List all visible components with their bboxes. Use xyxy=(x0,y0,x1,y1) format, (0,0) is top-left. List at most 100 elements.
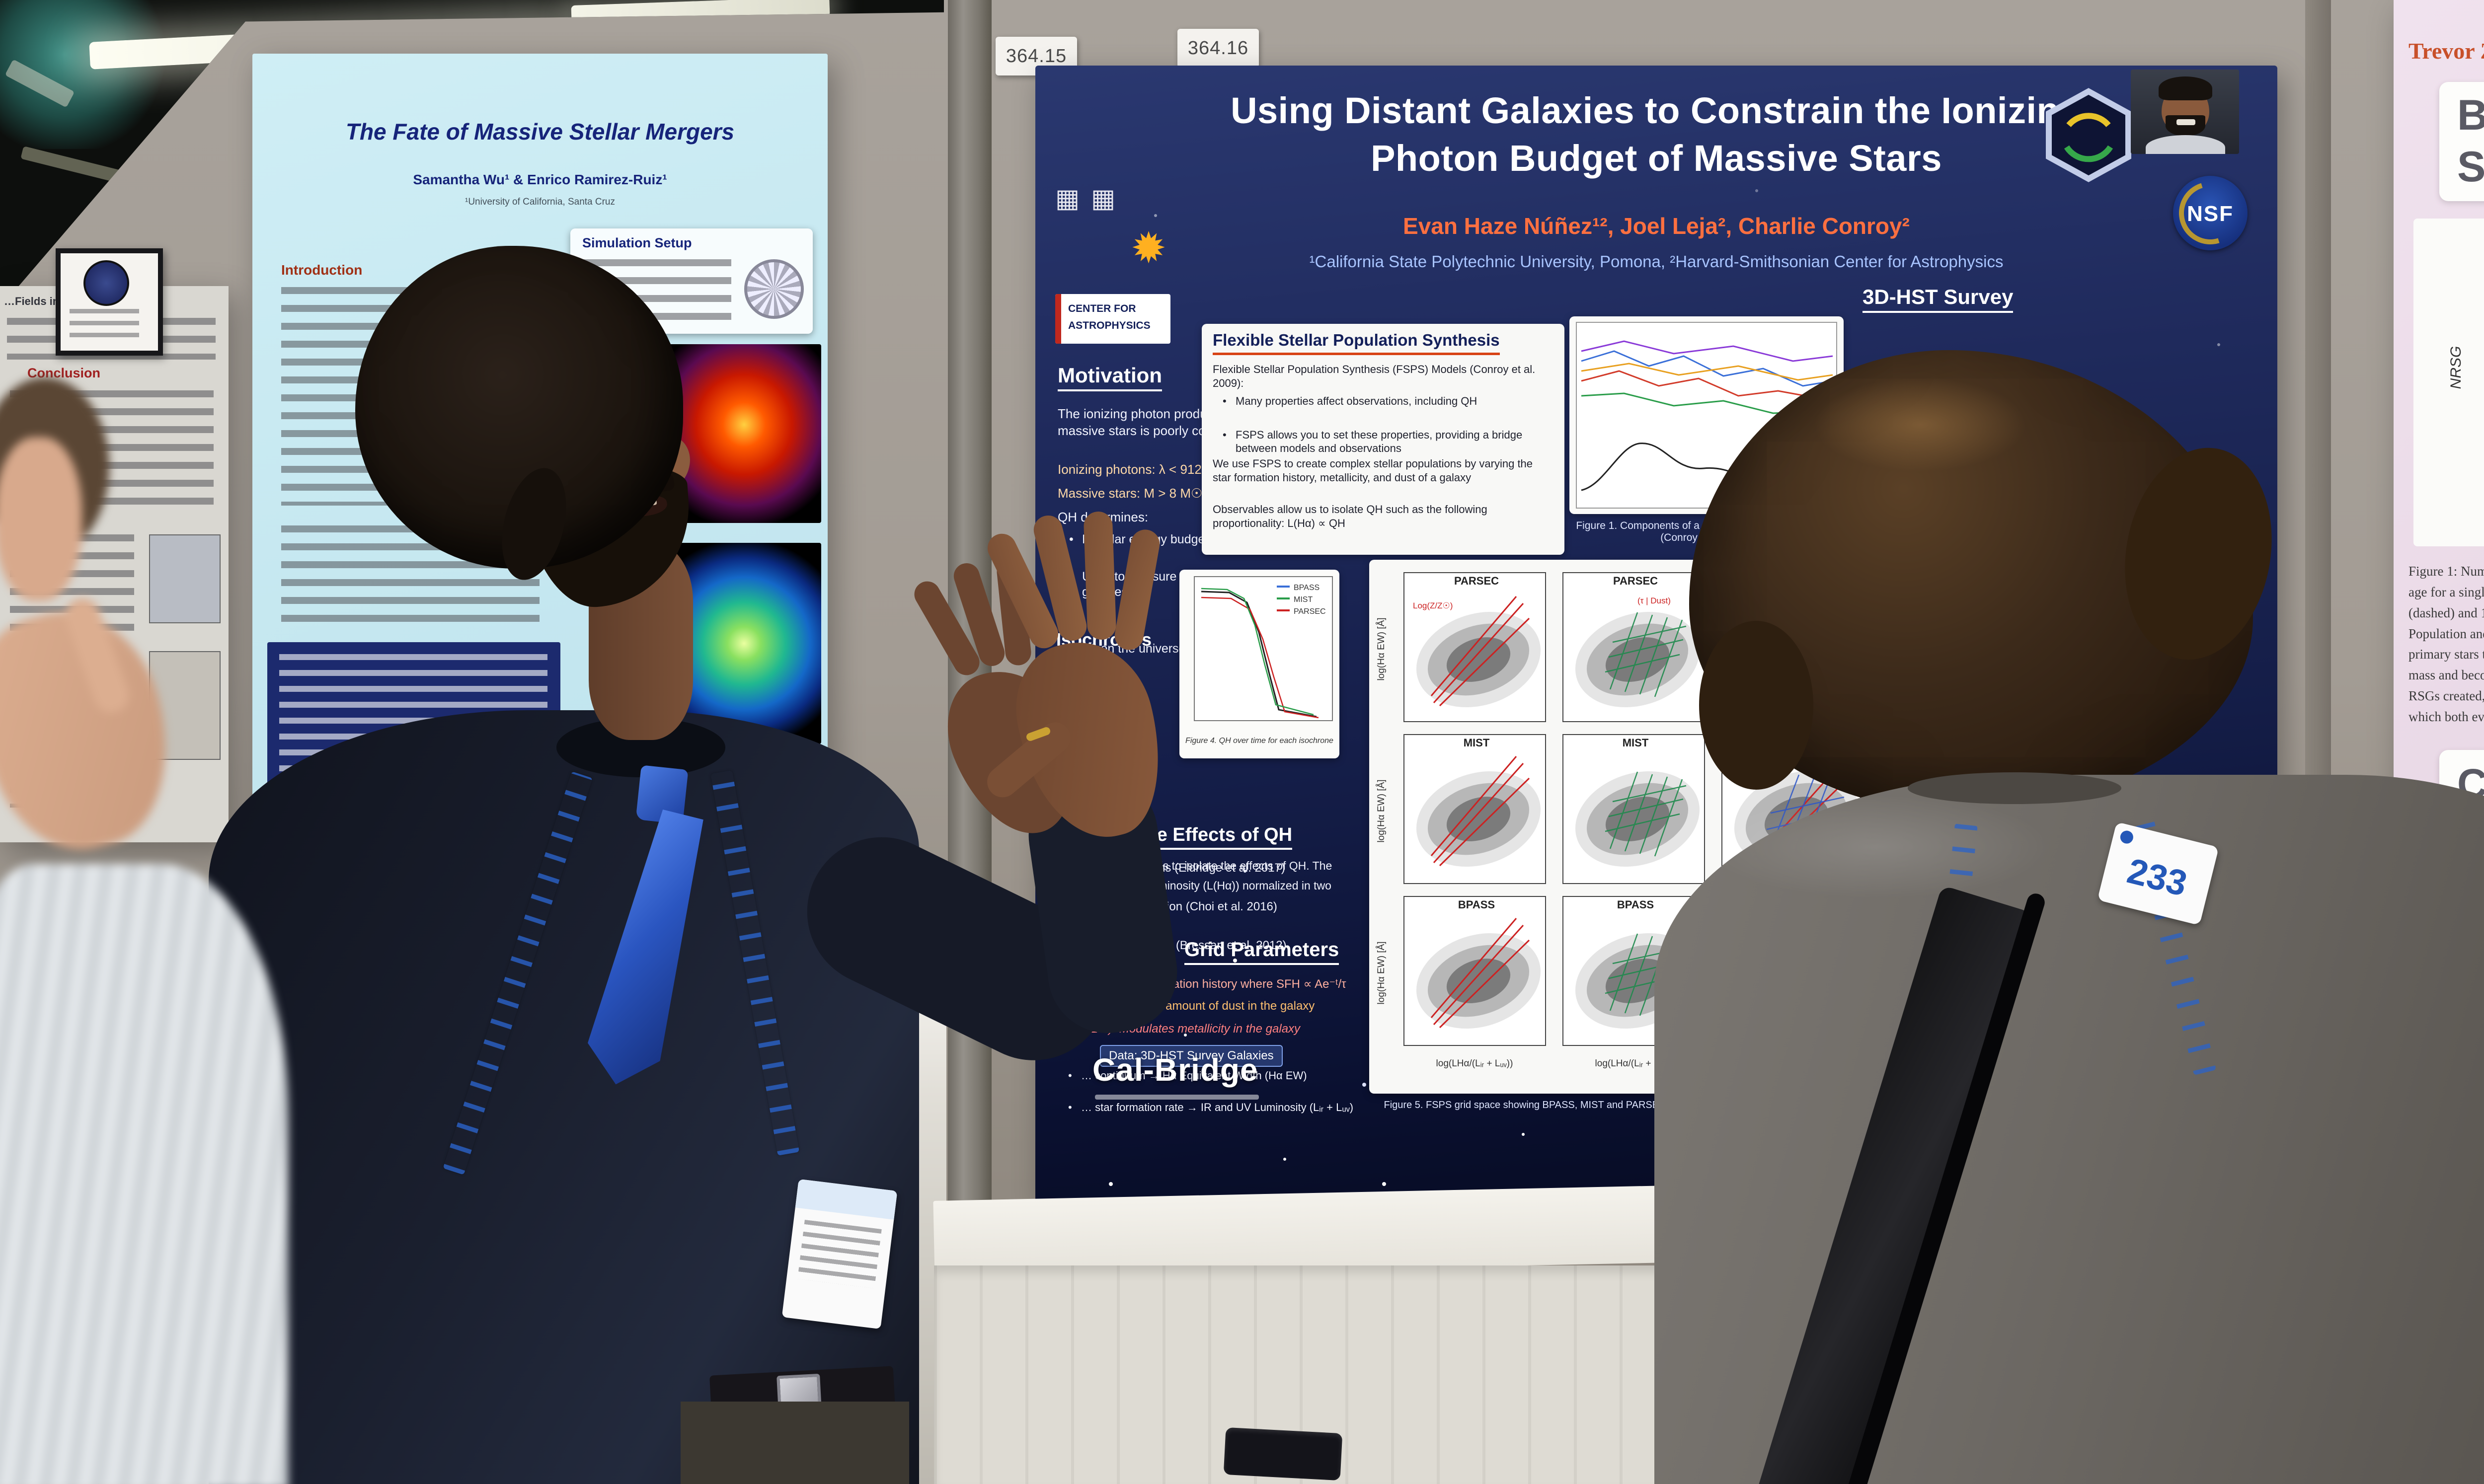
figure4-legend-bpass: BPASS xyxy=(1294,584,1320,592)
grid-x-axis-label: log(LHα/(Lᵢᵣ + Lᵤᵥ)) xyxy=(1436,1058,1513,1069)
right-poster-author: Trevor Z. D… xyxy=(2408,38,2484,64)
effects-bullet: … star formation rate → IR and UV Lumino… xyxy=(1064,1101,1364,1114)
cfa-logo-bar xyxy=(1055,294,1061,344)
poster-affiliation: ¹University of California, Santa Cruz xyxy=(465,197,615,207)
grid-params-heading-text: Grid Parameters xyxy=(1184,939,1339,965)
right-poster-chart: RSG WR 200 150 100 NRSG Z = 0.0 6.0 6.2 xyxy=(2413,219,2484,546)
fsps-heading: Flexible Stellar Population Synthesis xyxy=(1213,331,1500,355)
viewer-hair-highlight xyxy=(1813,377,2027,472)
caption-line: primary stars that would … xyxy=(2408,647,2484,662)
fsps-para1: Flexible Stellar Population Synthesis (F… xyxy=(1213,363,1536,389)
motivation-heading: Motivation xyxy=(1058,364,1162,391)
nsf-text: NSF xyxy=(2187,202,2234,226)
grid-row-label: BPASS xyxy=(1458,898,1495,911)
right-poster-panel1: Binary Stellar xyxy=(2439,82,2484,201)
presenter-pants xyxy=(681,1402,909,1484)
panel1-word1: Binary xyxy=(2457,91,2484,139)
grid-params-heading: Grid Parameters xyxy=(1184,939,1339,965)
fsps-panel: Flexible Stellar Population Synthesis Fl… xyxy=(1202,324,1564,555)
grid-row-label: PARSEC xyxy=(1613,575,1658,587)
figure-thumbnail xyxy=(149,534,221,623)
viewer-hair-bump xyxy=(1699,621,1813,790)
grid-row-label: BPASS xyxy=(1617,898,1654,911)
poster-title-line2: Photon Budget of Massive Stars xyxy=(1371,138,1942,179)
effects-bullet: … continuum → Hα Equivalent Width (Hα EW… xyxy=(1064,1069,1364,1082)
figure4-panel: BPASS MIST PARSEC Figure 4. QH over time… xyxy=(1179,570,1339,758)
caption-line: Population and Spectral … xyxy=(2408,626,2484,641)
poster-title: The Fate of Massive Stellar Mergers xyxy=(345,119,735,145)
grid-y-axis-label: log(Hα EW) [Å] xyxy=(1376,779,1387,842)
grid-col-annotation: (τ | Dust) xyxy=(1637,596,1671,605)
motivation-line3: Massive stars: M > 8 M☉ xyxy=(1058,486,1203,501)
fsps-bullet: Many properties affect observations, inc… xyxy=(1219,394,1563,408)
grid-y-axis-label: log(Hα EW) [Å] xyxy=(1376,617,1387,680)
caption-line: which both evolutionary … xyxy=(2408,709,2484,724)
poster-affiliations: ¹California State Polytechnic University… xyxy=(1309,252,2004,271)
cfa-logo: CENTER FOR ASTROPHYSICS xyxy=(1055,294,1170,344)
center-table xyxy=(933,1185,1710,1484)
grid-row-label: PARSEC xyxy=(1454,575,1499,587)
headshot-shirt xyxy=(2146,135,2225,154)
calbridge-logo: Cal-Bridge xyxy=(1092,1052,1258,1088)
figure4-legend-mist: MIST xyxy=(1294,595,1313,604)
fsps-para2: We use FSPS to create complex stellar po… xyxy=(1213,457,1533,484)
text-block xyxy=(70,309,139,338)
fsps-bullet: FSPS allows you to set these properties,… xyxy=(1219,428,1563,455)
board-label-right: 364.16 xyxy=(1177,29,1259,68)
grid-row-label: MIST xyxy=(1623,737,1649,749)
viewer-collar xyxy=(1908,772,2121,804)
y-axis-label: NRSG xyxy=(2448,346,2464,389)
rsg-wr-chart: RSG WR 200 150 100 NRSG Z = 0.0 6.0 6.2 xyxy=(2448,272,2484,446)
checkerboard-icon: ▦ xyxy=(1091,184,1116,213)
right-figure1-caption: Figure 1: Number of re… age for a single… xyxy=(2408,561,2484,728)
motivation-line2: Ionizing photons: λ < 912 Å xyxy=(1058,462,1214,477)
headshot-smile xyxy=(2176,119,2195,125)
wall-plaque xyxy=(56,248,163,356)
calbridge-subline xyxy=(1095,1095,1259,1100)
cfa-logo-text2: ASTROPHYSICS xyxy=(1068,320,1151,331)
grid-col-annotation: Log(Z/Z☉) xyxy=(1413,601,1453,610)
grid-y-axis-label: log(Hα EW) [Å] xyxy=(1376,941,1387,1004)
cfa-logo-text1: CENTER FOR xyxy=(1068,303,1136,314)
fsps-para3: Observables allow us to isolate QH such … xyxy=(1213,503,1487,529)
caption-line: age for a single burst of … xyxy=(2408,584,2484,599)
polar-diagram xyxy=(744,259,804,319)
panel1-word2: Stellar xyxy=(2457,143,2484,191)
viewer-body xyxy=(1654,775,2484,1484)
grid-params-data: Data: 3D-HST Survey Galaxies xyxy=(1100,1045,1283,1067)
checkerboard-icon: ▦ xyxy=(1055,184,1080,213)
headshot-beard xyxy=(2166,115,2205,136)
figure4-plot: BPASS MIST PARSEC xyxy=(1194,576,1333,721)
setup-heading: Simulation Setup xyxy=(582,235,692,250)
survey-heading: 3D-HST Survey xyxy=(1863,285,2014,313)
seal-logo xyxy=(83,260,129,306)
headshot-hair xyxy=(2159,76,2212,100)
caption-line: (dashed) and 100% bin… xyxy=(2408,605,2484,620)
figure4-legend-parsec: PARSEC xyxy=(1294,607,1326,616)
survey-heading-text: 3D-HST Survey xyxy=(1863,285,2014,313)
viewer-shoulder-highlight xyxy=(1704,795,2052,899)
sun-icon: ✹ xyxy=(1131,224,1167,272)
poster-authors: Evan Haze Núñez¹², Joel Leja², Charlie C… xyxy=(1403,213,1910,239)
motivation-heading-text: Motivation xyxy=(1058,364,1162,391)
caption-line: mass and become low-m… xyxy=(2408,668,2484,683)
fsps-heading-text: Flexible Stellar Population Synthesis xyxy=(1213,331,1500,349)
fg-face xyxy=(0,437,82,601)
poster-title-line1: Using Distant Galaxies to Constrain the … xyxy=(1231,90,2082,131)
table-skirt xyxy=(934,1265,1709,1484)
grid-x-axis-label: log(LHα/(Lᵢᵣ + Lᵤᵥ)) xyxy=(1595,1058,1672,1069)
grid-row-label: MIST xyxy=(1464,737,1490,749)
caption-line: Figure 1: Number of re… xyxy=(2408,564,2484,579)
figure4-caption: Figure 4. QH over time for each isochron… xyxy=(1185,737,1333,745)
headshot-photo xyxy=(2131,70,2239,154)
caption-line: RSGs created, while inc… xyxy=(2408,688,2484,704)
fg-shirt xyxy=(0,864,288,1484)
stellar-mergers-poster: The Fate of Massive Stellar Mergers Sama… xyxy=(252,54,828,826)
intro-heading: Introduction xyxy=(281,262,363,278)
nsf-logo: NSF xyxy=(2168,170,2253,256)
poster-authors: Samantha Wu¹ & Enrico Ramirez-Ruiz¹ xyxy=(413,172,667,187)
